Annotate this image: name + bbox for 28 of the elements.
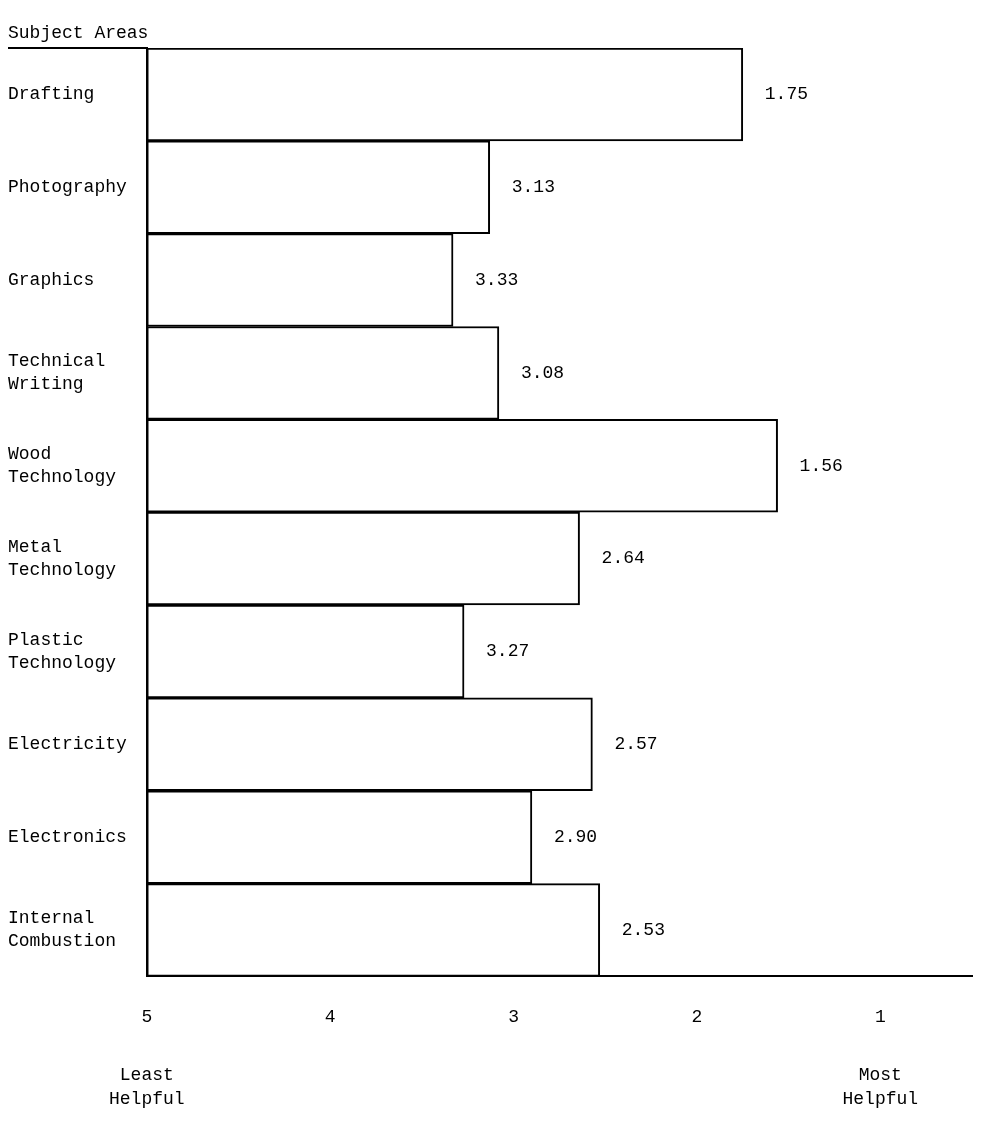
y-tick-label: Technical Writing — [8, 351, 106, 395]
x-tick-label: 1 — [874, 1006, 886, 1027]
text: Most Helpful — [842, 1065, 919, 1110]
data-label: 2.64 — [601, 548, 645, 569]
data-label: 2.53 — [621, 919, 665, 940]
data-label: 3.08 — [520, 362, 565, 383]
text: Least Helpful — [109, 1065, 185, 1110]
x-tick-label: 4 — [324, 1006, 336, 1027]
y-tick-label: Plastic Technology — [8, 629, 117, 673]
data-label: 1.56 — [799, 455, 843, 476]
x-tick-label: 5 — [141, 1006, 153, 1027]
y-axis-title: Subject Areas — [8, 22, 149, 43]
y-tick-label: Drafting — [8, 84, 95, 105]
x-tick-label: 2 — [691, 1006, 703, 1027]
data-label: 2.90 — [553, 826, 598, 847]
x-tick-label: 3 — [508, 1006, 519, 1027]
y-tick-label: Wood Technology — [8, 443, 117, 488]
data-label: 3.13 — [511, 177, 555, 198]
data-label: 2.57 — [614, 734, 658, 755]
data-label: 3.27 — [486, 641, 530, 662]
y-tick-label: Photography — [8, 177, 128, 198]
y-tick-label: Metal Technology — [8, 536, 117, 581]
data-label: 1.75 — [764, 84, 808, 105]
data-label: 3.33 — [475, 269, 519, 290]
y-tick-label: Electricity — [8, 734, 128, 755]
y-tick-label: Internal Combustion — [8, 908, 117, 952]
y-tick-label: Electronics — [8, 826, 127, 847]
y-tick-label: Graphics — [8, 269, 95, 290]
